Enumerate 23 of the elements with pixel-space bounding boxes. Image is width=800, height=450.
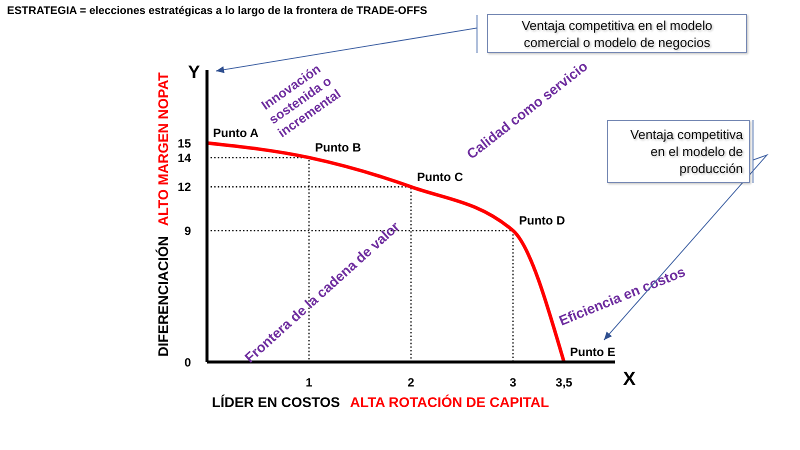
callout-box: Ventaja competitiva en el modelo comercial o modelo de negocios: [487, 14, 747, 53]
y-tick-label: 15: [178, 136, 192, 150]
y-tick-label: 0: [184, 355, 192, 370]
x-axis-title: X: [623, 369, 636, 390]
annotation: Punto E: [570, 345, 616, 359]
x-tick-label: 2: [408, 376, 415, 390]
chart-title: ESTRATEGIA = elecciones estratégicas a lo largo de la frontera de TRADE-OFFS: [7, 5, 428, 17]
text: ALTA ROTACIÓN DE CAPITAL: [350, 394, 550, 410]
x-tick-label: 3: [510, 376, 517, 390]
annotation: Punto B: [315, 140, 362, 155]
y-tick-label: 14: [178, 150, 192, 165]
text: ALTO MARGEN NOPAT: [155, 72, 171, 226]
text: DIFERENCIACIÓN: [155, 236, 171, 357]
x-tick-label: 1: [306, 376, 313, 390]
annotation: Punto A: [213, 126, 259, 140]
y-tick-label: 12: [178, 180, 192, 194]
x-tick-label: 3,5: [556, 376, 573, 390]
callout-box: Ventaja competitiva en el modelo de producción: [607, 120, 750, 183]
y-axis-title: Y: [188, 62, 200, 82]
text: LÍDER EN COSTOS: [212, 394, 340, 410]
annotation: Punto D: [519, 214, 566, 228]
y-tick-label: 9: [184, 224, 192, 238]
annotation: Punto C: [417, 170, 464, 184]
